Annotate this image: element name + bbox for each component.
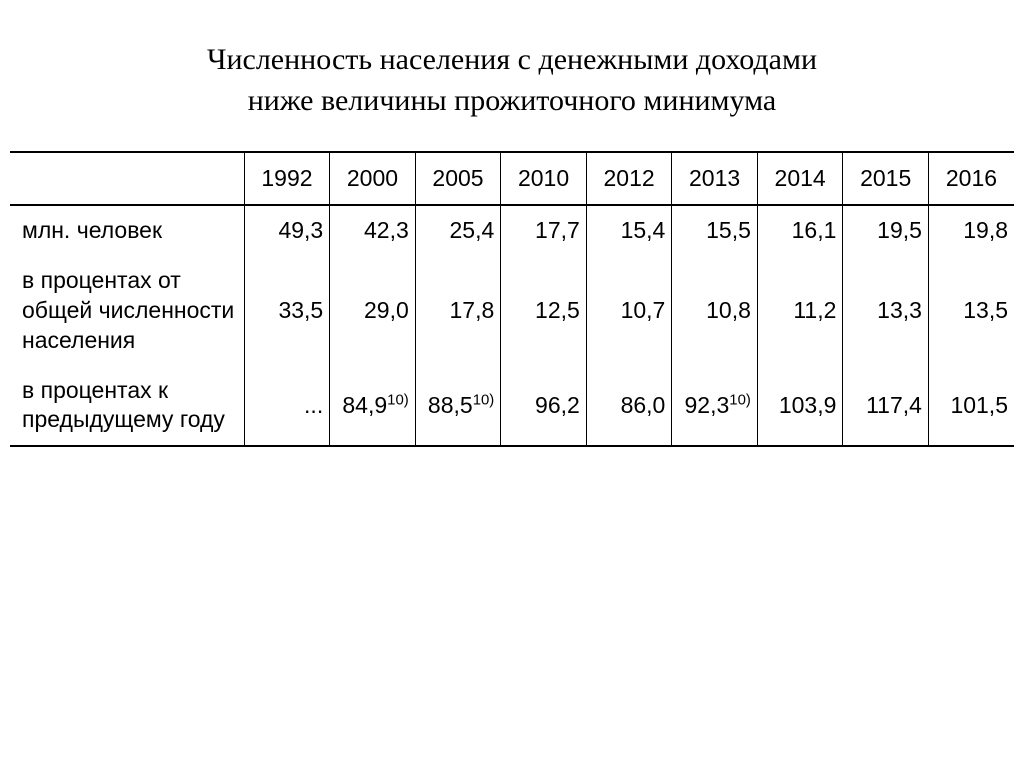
data-cell: 19,8	[928, 205, 1014, 256]
year-head: 2014	[757, 152, 843, 205]
row-label: млн. человек	[10, 205, 244, 256]
data-cell: 15,4	[586, 205, 672, 256]
data-cell: 19,5	[843, 205, 929, 256]
data-cell: 25,4	[415, 205, 501, 256]
table-header-row: 1992 2000 2005 2010 2012 2013 2014 2015 …	[10, 152, 1014, 205]
data-cell: 84,910)	[330, 366, 416, 447]
year-head: 2013	[672, 152, 758, 205]
year-head: 2010	[501, 152, 587, 205]
data-table-wrap: 1992 2000 2005 2010 2012 2013 2014 2015 …	[10, 151, 1014, 447]
cell-value: 25,4	[450, 217, 495, 244]
data-cell: 17,7	[501, 205, 587, 256]
data-cell: 103,9	[757, 366, 843, 447]
page-title: Численность населения с денежными дохода…	[60, 40, 964, 121]
row-label: в процентах к предыду­щему году	[10, 366, 244, 447]
cell-value: 15,4	[621, 217, 666, 244]
data-cell: 29,0	[330, 256, 416, 366]
cell-value: 13,3	[877, 297, 922, 324]
data-cell: 49,3	[244, 205, 330, 256]
cell-value: 42,3	[364, 217, 409, 244]
cell-value: 101,5	[950, 392, 1008, 419]
data-table: 1992 2000 2005 2010 2012 2013 2014 2015 …	[10, 151, 1014, 447]
data-cell: 10,8	[672, 256, 758, 366]
cell-value: 29,0	[364, 297, 409, 324]
cell-superscript: 10)	[729, 391, 751, 408]
table-row: в процентах от общей численности населен…	[10, 256, 1014, 366]
title-line2: ниже величины прожиточного минимума	[248, 84, 777, 117]
year-head: 1992	[244, 152, 330, 205]
data-cell: 10,7	[586, 256, 672, 366]
label-column-head	[10, 152, 244, 205]
cell-superscript: 10)	[473, 391, 495, 408]
cell-value: 19,5	[877, 217, 922, 244]
cell-value: 96,2	[535, 392, 580, 419]
year-head: 2015	[843, 152, 929, 205]
table-row: млн. человек 49,3 42,3 25,4 17,7 15,4 15,5 16,1…	[10, 205, 1014, 256]
cell-value: 49,3	[278, 217, 323, 244]
data-cell: 11,2	[757, 256, 843, 366]
cell-value: 117,4	[866, 392, 922, 419]
year-head: 2000	[330, 152, 416, 205]
cell-value: 13,5	[963, 297, 1008, 324]
cell-value: 15,5	[706, 217, 751, 244]
cell-superscript: 10)	[387, 391, 409, 408]
table-body: млн. человек 49,3 42,3 25,4 17,7 15,4 15,5 16,1…	[10, 205, 1014, 446]
cell-value: 16,1	[792, 217, 837, 244]
year-head: 2012	[586, 152, 672, 205]
year-head: 2016	[928, 152, 1014, 205]
year-head: 2005	[415, 152, 501, 205]
data-cell: 33,5	[244, 256, 330, 366]
data-cell: 96,2	[501, 366, 587, 447]
cell-value: 17,7	[535, 217, 580, 244]
data-cell: 12,5	[501, 256, 587, 366]
cell-value: 19,8	[963, 217, 1008, 244]
data-cell: 15,5	[672, 205, 758, 256]
data-cell: 117,4	[843, 366, 929, 447]
data-cell: 88,510)	[415, 366, 501, 447]
cell-value: 10,8	[706, 297, 751, 324]
cell-value: 88,510)	[428, 392, 494, 419]
cell-value: 86,0	[621, 392, 666, 419]
cell-value: 92,310)	[685, 392, 751, 419]
data-cell: ...	[244, 366, 330, 447]
data-cell: 86,0	[586, 366, 672, 447]
data-cell: 17,8	[415, 256, 501, 366]
data-cell: 13,5	[928, 256, 1014, 366]
cell-value: 10,7	[621, 297, 666, 324]
data-cell: 92,310)	[672, 366, 758, 447]
data-cell: 42,3	[330, 205, 416, 256]
cell-value: 84,910)	[342, 392, 408, 419]
cell-value: 17,8	[450, 297, 495, 324]
data-cell: 16,1	[757, 205, 843, 256]
cell-value: 103,9	[779, 392, 837, 419]
data-cell: 101,5	[928, 366, 1014, 447]
cell-value: 12,5	[535, 297, 580, 324]
title-line1: Численность населения с денежными дохода…	[207, 43, 817, 76]
cell-value: 11,2	[793, 297, 836, 324]
table-row: в процентах к предыду­щему году... 84,910…	[10, 366, 1014, 447]
cell-value: ...	[304, 392, 323, 419]
row-label: в процентах от общей численности населен…	[10, 256, 244, 366]
data-cell: 13,3	[843, 256, 929, 366]
cell-value: 33,5	[278, 297, 323, 324]
